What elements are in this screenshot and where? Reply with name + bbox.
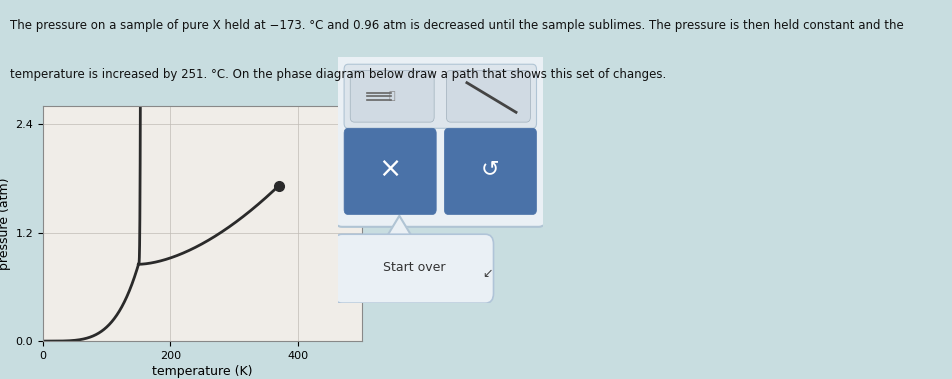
FancyBboxPatch shape (334, 54, 546, 227)
X-axis label: temperature (K): temperature (K) (152, 365, 252, 378)
Text: temperature is increased by 251. °C. On the phase diagram below draw a path that: temperature is increased by 251. °C. On … (10, 68, 665, 81)
FancyBboxPatch shape (445, 128, 537, 215)
FancyBboxPatch shape (446, 70, 530, 122)
Y-axis label: pressure (atm): pressure (atm) (0, 177, 11, 270)
Text: ×: × (379, 155, 402, 183)
FancyBboxPatch shape (344, 128, 436, 215)
Text: Start over: Start over (383, 261, 446, 274)
Text: ↙: ↙ (482, 267, 492, 280)
Text: The pressure on a sample of pure X held at −173. °C and 0.96 atm is decreased un: The pressure on a sample of pure X held … (10, 19, 903, 32)
FancyBboxPatch shape (350, 70, 434, 122)
FancyBboxPatch shape (344, 64, 537, 128)
Text: ↺: ↺ (481, 159, 500, 179)
FancyBboxPatch shape (334, 234, 493, 303)
Polygon shape (383, 216, 416, 243)
Text: ⬜: ⬜ (388, 91, 395, 101)
